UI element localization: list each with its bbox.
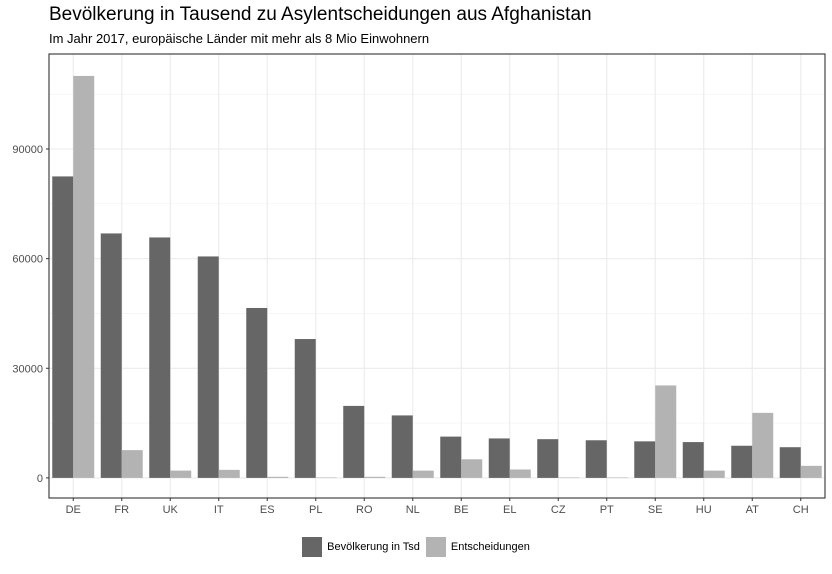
bar-population-hu xyxy=(682,442,704,478)
legend-item-population: Bevölkerung in Tsd xyxy=(302,537,420,557)
bar-decisions-uk xyxy=(170,470,192,478)
bar-population-de xyxy=(52,176,74,478)
bar-population-ch xyxy=(779,447,801,478)
x-tick-label: BE xyxy=(454,504,469,516)
bar-decisions-fr xyxy=(121,450,143,478)
bar-population-uk xyxy=(149,237,171,478)
bar-population-at xyxy=(731,445,753,478)
x-tick-label: RO xyxy=(356,504,373,516)
y-tick-label: 60000 xyxy=(12,254,43,266)
bar-decisions-at xyxy=(752,412,774,478)
x-tick-label: EL xyxy=(503,504,516,516)
x-tick-label: UK xyxy=(163,504,179,516)
x-tick-label: HU xyxy=(696,504,712,516)
bar-decisions-pl xyxy=(315,477,337,479)
x-tick-label: ES xyxy=(260,504,275,516)
y-tick-label: 90000 xyxy=(12,144,43,156)
bar-decisions-hu xyxy=(703,470,725,478)
x-tick-label: PT xyxy=(600,504,614,516)
x-tick-label: IT xyxy=(214,504,224,516)
legend: Bevölkerung in Tsd Entscheidungen xyxy=(0,537,832,557)
bar-population-ro xyxy=(343,405,365,478)
legend-key-population xyxy=(302,537,323,557)
x-tick-label: PL xyxy=(309,504,322,516)
bar-decisions-de xyxy=(73,75,95,478)
bar-decisions-pt xyxy=(606,477,628,479)
legend-key-decisions xyxy=(425,537,446,557)
plot-border xyxy=(48,53,826,499)
bar-decisions-nl xyxy=(412,470,434,478)
bar-decisions-ch xyxy=(800,465,822,478)
bar-population-cz xyxy=(537,439,559,478)
chart-title: Bevölkerung in Tausend zu Asylentscheidu… xyxy=(49,4,592,25)
bar-population-fr xyxy=(100,233,122,478)
x-tick-label: CZ xyxy=(551,504,566,516)
bar-decisions-se xyxy=(655,385,677,478)
legend-label-population: Bevölkerung in Tsd xyxy=(327,541,420,553)
bar-population-it xyxy=(197,256,219,478)
bar-decisions-ro xyxy=(364,476,386,478)
x-tick-label: DE xyxy=(66,504,81,516)
bar-population-nl xyxy=(391,415,413,478)
bar-population-el xyxy=(488,438,510,478)
x-tick-label: NL xyxy=(406,504,420,516)
bar-decisions-be xyxy=(461,459,483,478)
bar-population-pt xyxy=(585,440,607,478)
x-tick-label: AT xyxy=(746,504,760,516)
x-tick-label: SE xyxy=(648,504,663,516)
bar-population-pl xyxy=(294,339,316,478)
bar-decisions-es xyxy=(267,476,289,478)
bar-decisions-el xyxy=(509,469,531,478)
legend-item-decisions: Entscheidungen xyxy=(425,537,530,557)
bar-population-be xyxy=(440,436,462,478)
bar-population-se xyxy=(634,441,656,478)
bar-decisions-cz xyxy=(558,477,580,479)
y-tick-label: 0 xyxy=(37,473,43,485)
legend-label-decisions: Entscheidungen xyxy=(450,541,530,553)
bar-population-es xyxy=(246,307,268,478)
x-tick-label: CH xyxy=(793,504,809,516)
plot-panel xyxy=(49,54,825,498)
x-tick-label: FR xyxy=(114,504,129,516)
chart-subtitle: Im Jahr 2017, europäische Länder mit meh… xyxy=(49,31,430,46)
bar-decisions-it xyxy=(218,469,240,478)
y-tick-label: 30000 xyxy=(12,363,43,375)
